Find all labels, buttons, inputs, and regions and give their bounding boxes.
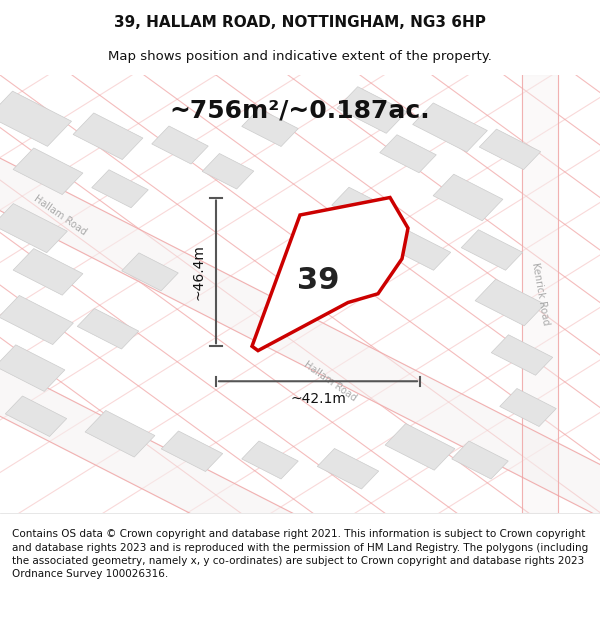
Polygon shape (0, 296, 73, 344)
Polygon shape (389, 230, 451, 270)
Polygon shape (461, 230, 523, 270)
Polygon shape (385, 424, 455, 470)
Polygon shape (317, 449, 379, 489)
Polygon shape (500, 389, 556, 426)
Text: ~46.4m: ~46.4m (191, 244, 205, 300)
Text: ~42.1m: ~42.1m (290, 392, 346, 406)
Polygon shape (77, 309, 139, 349)
Polygon shape (161, 431, 223, 471)
Polygon shape (13, 249, 83, 295)
Text: ~756m²/~0.187ac.: ~756m²/~0.187ac. (170, 98, 430, 122)
Polygon shape (475, 279, 545, 326)
Text: Hallam Road: Hallam Road (302, 359, 358, 403)
Text: Kenrick Road: Kenrick Road (530, 262, 550, 326)
Polygon shape (0, 204, 67, 252)
Polygon shape (5, 396, 67, 436)
Text: Map shows position and indicative extent of the property.: Map shows position and indicative extent… (108, 50, 492, 62)
Polygon shape (0, 91, 71, 146)
Polygon shape (491, 335, 553, 375)
Polygon shape (13, 148, 83, 194)
Text: Hallam Road: Hallam Road (32, 193, 88, 237)
Polygon shape (92, 170, 148, 208)
Polygon shape (252, 198, 408, 351)
Polygon shape (202, 154, 254, 189)
Polygon shape (380, 135, 436, 172)
Polygon shape (433, 174, 503, 221)
Text: Contains OS data © Crown copyright and database right 2021. This information is : Contains OS data © Crown copyright and d… (12, 529, 588, 579)
Polygon shape (242, 441, 298, 479)
Polygon shape (85, 411, 155, 457)
Polygon shape (332, 188, 388, 225)
Text: 39, HALLAM ROAD, NOTTINGHAM, NG3 6HP: 39, HALLAM ROAD, NOTTINGHAM, NG3 6HP (114, 15, 486, 30)
Text: 39: 39 (297, 266, 339, 295)
Polygon shape (152, 126, 208, 164)
Polygon shape (0, 345, 65, 391)
Polygon shape (337, 87, 407, 133)
Polygon shape (452, 441, 508, 479)
Polygon shape (242, 109, 298, 146)
Polygon shape (73, 113, 143, 159)
Polygon shape (413, 103, 487, 152)
Polygon shape (479, 129, 541, 169)
Polygon shape (122, 253, 178, 291)
